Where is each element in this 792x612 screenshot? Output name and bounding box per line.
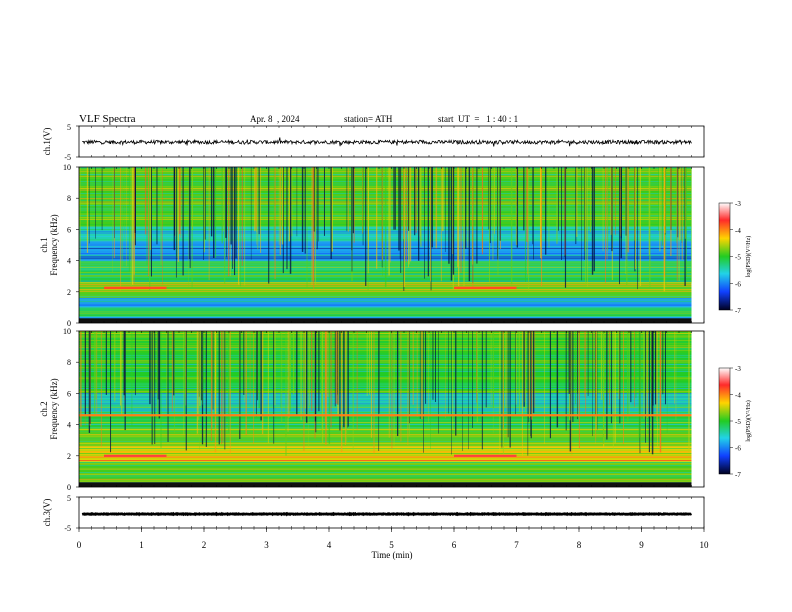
- x-tick-label: 8: [577, 540, 582, 550]
- colorbar-tick-label: -3: [735, 200, 741, 208]
- y-tick-label: -5: [64, 524, 71, 533]
- colorbar-tick-label: -7: [735, 307, 741, 315]
- y-axis-label: Frequency (kHz): [49, 378, 59, 439]
- low-frequency-strip: [79, 318, 692, 323]
- time-axis: 0 1 2 3 4 5 6 7 8 9 10 Time (min): [77, 528, 709, 560]
- x-tick-label: 0: [77, 540, 82, 550]
- colorbar-scale: [718, 202, 731, 311]
- date-label: Apr. 8 , 2024: [250, 114, 300, 124]
- y-axis-label: ch.3(V): [42, 499, 52, 527]
- x-tick-label: 3: [264, 540, 269, 550]
- y-tick-label: -5: [64, 153, 71, 162]
- x-tick-label: 7: [514, 540, 519, 550]
- y-axis-channel-label: ch.2: [39, 401, 49, 416]
- y-axis-label: Frequency (kHz): [49, 214, 59, 275]
- x-tick-label: 10: [700, 540, 710, 550]
- ch1-colorbar: -3 -4 -5 -6 -7 log(PSD)(V²/Hz): [718, 200, 752, 315]
- colorbar-tick-label: -5: [735, 254, 741, 262]
- ch2-colorbar: -3 -4 -5 -6 -7 log(PSD)(V²/Hz): [718, 365, 752, 479]
- ch1-spectrogram-panel: 0 2 4 6 8 10 ch.1 Frequency (kHz): [39, 163, 705, 328]
- colorbar-tick-label: -4: [735, 392, 741, 400]
- y-tick-label: 6: [67, 225, 71, 234]
- x-tick-label: 6: [452, 540, 457, 550]
- y-tick-label: 10: [63, 327, 71, 336]
- y-tick-label: 5: [67, 123, 71, 132]
- y-tick-label: 0: [67, 483, 71, 492]
- waveform-trace: [82, 137, 692, 147]
- y-tick-label: 10: [63, 163, 71, 172]
- y-tick-label: 8: [67, 194, 71, 203]
- colorbar-tick-label: -3: [735, 365, 741, 373]
- station-label: station= ATH: [344, 114, 393, 124]
- x-tick-label: 9: [639, 540, 644, 550]
- waveform-trace: [81, 511, 693, 517]
- ch3-waveform-panel: 5 -5 ch.3(V): [42, 494, 705, 533]
- y-tick-label: 8: [67, 358, 71, 367]
- x-tick-label: 1: [139, 540, 144, 550]
- colorbar-label: log(PSD)(V²/Hz): [745, 236, 752, 277]
- low-frequency-strip: [79, 482, 692, 487]
- start-time-label: start UT = 1 : 40 : 1: [438, 114, 519, 124]
- spectrogram-band: [79, 298, 692, 308]
- y-tick-label: 2: [67, 452, 71, 461]
- colorbar-tick-label: -6: [735, 445, 741, 453]
- y-tick-label: 4: [67, 421, 71, 430]
- x-tick-label: 4: [327, 540, 332, 550]
- y-tick-label: 0: [67, 319, 71, 328]
- colorbar-tick-label: -7: [735, 471, 741, 479]
- x-tick-label: 5: [389, 540, 394, 550]
- y-axis-channel-label: ch.1: [39, 237, 49, 252]
- y-tick-label: 5: [67, 494, 71, 503]
- colorbars: -3 -4 -5 -6 -7 log(PSD)(V²/Hz) -3 -4 -5 -6 -7 log(P…: [718, 200, 752, 479]
- colorbar-tick-label: -6: [735, 280, 741, 288]
- x-axis-label: Time (min): [372, 550, 413, 560]
- x-tick-label: 2: [202, 540, 207, 550]
- colorbar-tick-label: -4: [735, 227, 741, 235]
- figure-title: VLF Spectra: [79, 113, 136, 125]
- y-axis-label: ch.1(V): [42, 128, 52, 156]
- colorbar-label: log(PSD)(V²/Hz): [745, 400, 752, 441]
- y-tick-label: 6: [67, 389, 71, 398]
- ch2-spectrogram-panel: 0 2 4 6 8 10 ch.2 Frequency (kHz): [39, 327, 705, 492]
- colorbar-tick-label: -5: [735, 418, 741, 426]
- y-tick-label: 4: [67, 257, 71, 266]
- colorbar-scale: [718, 367, 731, 475]
- ch1-waveform-panel: 5 -5 ch.1(V): [42, 123, 705, 162]
- y-tick-label: 2: [67, 288, 71, 297]
